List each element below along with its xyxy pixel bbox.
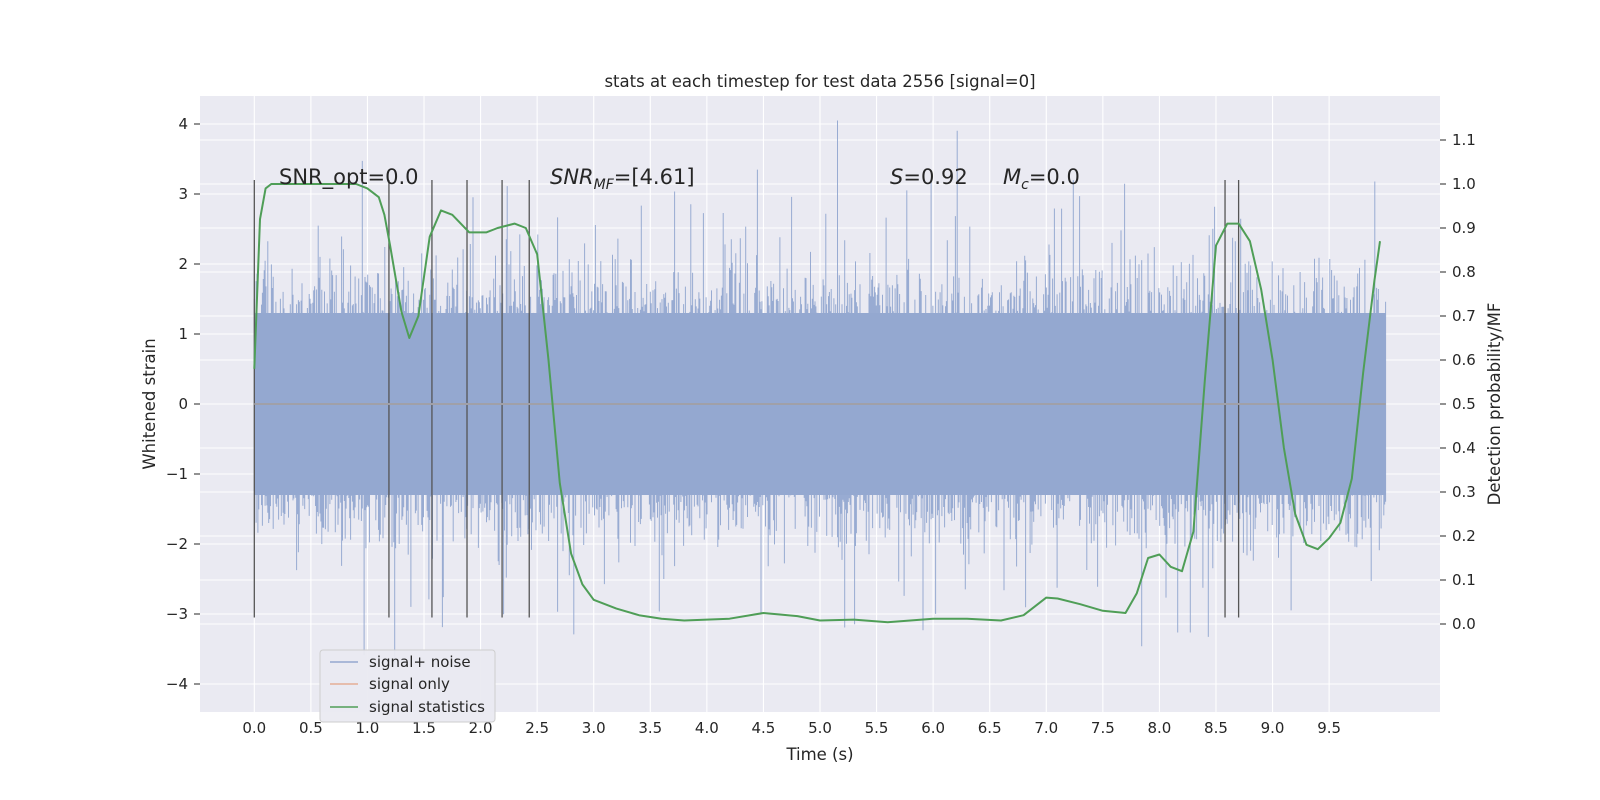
x-tick-label: 1.5: [412, 719, 436, 737]
y-left-tick-label: 3: [178, 185, 188, 203]
y-left-tick-label: −3: [166, 605, 188, 623]
x-tick-labels: 0.0 0.5 1.0 1.5 2.0 2.5 3.0 3.5 4.0 4.5 5.0 5.5 6.0 6…: [242, 719, 1341, 737]
y-left-tick-label: −2: [166, 535, 188, 553]
y-right-tick-label: 0.1: [1452, 571, 1476, 589]
y-right-tick-label: 0.8: [1452, 263, 1476, 281]
x-tick-label: 5.0: [808, 719, 832, 737]
legend-label-noise: signal+ noise: [369, 653, 471, 671]
x-tick-label: 0.5: [299, 719, 323, 737]
x-tick-label: 0.0: [242, 719, 266, 737]
x-tick-label: 7.5: [1091, 719, 1115, 737]
legend-box: [319, 649, 496, 723]
snr-mf-value: =[4.61]: [614, 165, 695, 189]
annotation-snr-opt: SNR_opt=0.0: [279, 165, 419, 190]
snr-mf-base: SNR: [550, 165, 594, 189]
x-tick-label: 4.5: [752, 719, 776, 737]
x-tick-label: 3.5: [638, 719, 662, 737]
y-right-tick-label: 0.9: [1452, 219, 1476, 237]
x-tick-label: 9.0: [1261, 719, 1285, 737]
annotation-s: S=0.92: [890, 165, 968, 189]
x-axis-label: Time (s): [785, 745, 853, 764]
y-right-tick-labels: 1.1 1.0 0.9 0.8 0.7 0.6 0.5 0.4 0.3 0.2 0.1 0.0: [1440, 131, 1476, 633]
y-left-tick-label: 0: [178, 395, 188, 413]
legend-label-statistics: signal statistics: [369, 698, 485, 716]
y-right-axis-label: Detection probability/MF: [1485, 303, 1504, 506]
y-right-tick-label: 0.4: [1452, 439, 1476, 457]
y-right-tick-label: 0.2: [1452, 527, 1476, 545]
vertical-markers: [253, 180, 1240, 618]
y-left-axis-label: Whitened strain: [140, 338, 159, 469]
x-tick-label: 1.0: [356, 719, 380, 737]
x-tick-label: 9.5: [1317, 719, 1341, 737]
y-left-tick-label: 2: [178, 255, 188, 273]
mc-value: =0.0: [1029, 165, 1080, 189]
x-tick-label: 3.0: [582, 719, 606, 737]
x-tick-label: 5.5: [865, 719, 889, 737]
y-right-tick-label: 0.0: [1452, 615, 1476, 633]
x-tick-label: 6.5: [978, 719, 1002, 737]
x-tick-label: 6.0: [921, 719, 945, 737]
y-right-tick-label: 1.1: [1452, 131, 1476, 149]
y-right-tick-label: 0.5: [1452, 395, 1476, 413]
y-right-tick-label: 0.6: [1452, 351, 1476, 369]
s-value: =0.92: [903, 165, 967, 189]
snr-mf-sub: MF: [594, 177, 615, 193]
x-tick-label: 4.0: [695, 719, 719, 737]
legend-label-signal: signal only: [369, 675, 450, 693]
x-tick-label: 7.0: [1034, 719, 1058, 737]
s-var: S: [890, 165, 903, 189]
x-tick-label: 8.5: [1204, 719, 1228, 737]
legend: signal+ noise signal only signal statist…: [319, 649, 496, 723]
y-left-tick-label: −4: [166, 675, 188, 693]
x-tick-label: 8.0: [1147, 719, 1171, 737]
y-right-tick-label: 0.7: [1452, 307, 1476, 325]
signal-statistics-line: [253, 183, 1381, 624]
y-right-tick-label: 1.0: [1452, 175, 1476, 193]
mc-sub: c: [1021, 177, 1029, 193]
x-tick-label: 2.5: [525, 719, 549, 737]
y-left-tick-labels: 4 3 2 1 0 −1 −2 −3 −4: [166, 115, 200, 693]
y-right-tick-label: 0.3: [1452, 483, 1476, 501]
y-left-tick-label: 1: [178, 325, 188, 343]
mc-var: M: [1003, 165, 1021, 189]
y-left-tick-label: 4: [178, 115, 188, 133]
annotation-mc: Mc=0.0: [1003, 165, 1080, 193]
annotation-snr-mf: SNRMF=[4.61]: [550, 165, 695, 193]
y-left-tick-label: −1: [166, 465, 188, 483]
chart-title: stats at each timestep for test data 255…: [604, 72, 1035, 91]
x-tick-label: 2.0: [469, 719, 493, 737]
series-lines: [253, 183, 1386, 624]
